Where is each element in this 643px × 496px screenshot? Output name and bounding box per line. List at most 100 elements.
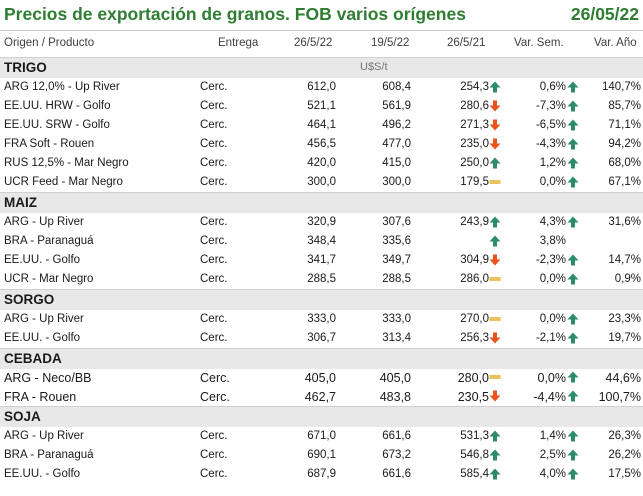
section-header: MAIZ [0, 192, 643, 214]
table-row: EE.UU. - Golfo Cerc. 687,9 661,6 585,4 4,0% 17… [0, 465, 643, 484]
cell-price-last-week: 483,8 [379, 390, 411, 405]
cell-year-variation: 23,3% [608, 312, 641, 325]
cell-product: EE.UU. - Golfo [4, 468, 81, 481]
report-date: 26/05/22 [570, 4, 639, 24]
cell-delivery: Cerc. [200, 390, 230, 405]
cell-delivery: Cerc. [200, 80, 228, 93]
cell-delivery: Cerc. [200, 331, 228, 344]
cell-week-variation: 1,2% [539, 156, 566, 169]
cell-price-current: 320,9 [307, 215, 336, 228]
cell-week-variation: 0,0% [539, 176, 566, 188]
cell-week-variation: 0,6% [539, 80, 566, 93]
page-title: Precios de exportación de granos. FOB va… [4, 4, 466, 24]
cell-price-current: 341,7 [307, 253, 336, 266]
cell-price-last-week: 673,2 [382, 449, 411, 461]
header-year-var: Var. Año [594, 37, 637, 49]
up-arrow-icon [567, 273, 579, 285]
cell-year-variation: 71,1% [608, 118, 641, 131]
cell-price-last-year: 271,3 [460, 118, 489, 131]
section-name: TRIGO [4, 60, 47, 75]
cell-year-variation: 85,7% [608, 99, 641, 112]
cell-product: ARG - Up River [4, 312, 84, 325]
cell-price-current: 521,1 [307, 99, 336, 112]
down-arrow-icon [489, 390, 501, 402]
table-row: ARG 12,0% - Up River Cerc. 612,0 608,4 254,3… [0, 78, 643, 97]
table-row: EE.UU. HRW - Golfo Cerc. 521,1 561,9 280,6 -7… [0, 97, 643, 116]
cell-price-last-year: 304,9 [460, 253, 489, 266]
cell-product: UCR - Mar Negro [4, 272, 94, 285]
table-row: EE.UU. - Golfo Cerc. 306,7 313,4 256,3 -2,1% 1… [0, 329, 643, 348]
up-arrow-icon [567, 449, 579, 461]
cell-price-current: 456,5 [307, 137, 336, 150]
up-arrow-icon [567, 313, 579, 325]
cell-product: RUS 12,5% - Mar Negro [4, 156, 129, 169]
up-arrow-icon [567, 468, 579, 480]
cell-year-variation: 0,9% [614, 272, 641, 285]
cell-year-variation: 26,3% [608, 429, 641, 442]
up-arrow-icon [567, 138, 579, 150]
flat-dash-icon [489, 371, 501, 383]
cell-price-current: 612,0 [307, 80, 336, 93]
flat-dash-icon [489, 273, 501, 285]
cell-product: ARG - Neco/BB [4, 371, 92, 386]
section-name: MAIZ [4, 195, 37, 211]
cell-price-last-week: 333,0 [382, 312, 411, 325]
cell-year-variation: 100,7% [598, 390, 641, 405]
cell-delivery: Cerc. [200, 429, 228, 442]
table-row: FRA Soft - Rouen Cerc. 456,5 477,0 235,0 -4,3… [0, 135, 643, 154]
cell-price-last-week: 307,6 [382, 215, 411, 228]
cell-year-variation: 140,7% [601, 80, 641, 93]
cell-price-last-year: 243,9 [460, 215, 489, 228]
cell-year-variation: 17,5% [608, 468, 641, 481]
cell-year-variation: 68,0% [608, 156, 641, 169]
cell-year-variation: 26,2% [608, 449, 641, 461]
cell-price-current: 690,1 [307, 449, 336, 461]
cell-week-variation: 2,5% [539, 449, 566, 461]
up-arrow-icon [489, 430, 501, 442]
cell-week-variation: 4,3% [539, 215, 566, 228]
cell-year-variation: 94,2% [608, 137, 641, 150]
cell-price-last-year: 531,3 [460, 429, 489, 442]
cell-product: FRA Soft - Rouen [4, 137, 95, 150]
cell-price-current: 687,9 [307, 468, 336, 481]
cell-product: BRA - Paranaguá [4, 234, 94, 247]
cell-price-last-year: 179,5 [460, 176, 489, 188]
cell-week-variation: -4,4% [533, 390, 566, 405]
down-arrow-icon [489, 138, 501, 150]
cell-product: ARG 12,0% - Up River [4, 80, 120, 93]
up-arrow-icon [489, 449, 501, 461]
cell-price-current: 405,0 [304, 371, 336, 386]
table-row: UCR Feed - Mar Negro Cerc. 300,0 300,0 179,5… [0, 173, 643, 192]
cell-price-last-week: 405,0 [379, 371, 411, 386]
cell-price-last-week: 313,4 [382, 331, 411, 344]
cell-delivery: Cerc. [200, 468, 228, 481]
cell-price-last-year: 235,0 [460, 137, 489, 150]
down-arrow-icon [489, 254, 501, 266]
cell-week-variation: 1,4% [539, 429, 566, 442]
cell-price-last-year: 254,3 [460, 80, 489, 93]
section-unit: U$S/t [360, 61, 388, 73]
cell-price-current: 348,4 [307, 234, 336, 247]
up-arrow-icon [567, 81, 579, 93]
cell-price-last-year: 270,0 [460, 312, 489, 325]
table-row: UCR - Mar Negro Cerc. 288,5 288,5 286,0 0,0% 0… [0, 270, 643, 289]
cell-year-variation: 19,7% [608, 331, 641, 344]
cell-price-last-week: 496,2 [382, 118, 411, 131]
cell-product: EE.UU. SRW - Golfo [4, 118, 110, 131]
cell-delivery: Cerc. [200, 312, 228, 325]
table-row: EE.UU. - Golfo Cerc. 341,7 349,7 304,9 -2,3% 1… [0, 251, 643, 270]
cell-price-last-week: 561,9 [382, 99, 411, 112]
table-row: FRA - Rouen Cerc. 462,7 483,8 230,5 -4,4% 100,… [0, 387, 643, 406]
cell-price-last-week: 288,5 [382, 272, 411, 285]
cell-price-last-year: 250,0 [460, 156, 489, 169]
cell-year-variation: 14,7% [608, 253, 641, 266]
cell-delivery: Cerc. [200, 176, 228, 188]
cell-price-last-year: 546,8 [460, 449, 489, 461]
down-arrow-icon [489, 119, 501, 131]
title-bar: Precios de exportación de granos. FOB va… [0, 0, 643, 30]
cell-price-last-year: 286,0 [460, 272, 489, 285]
table-row: BRA - Paranaguá Cerc. 690,1 673,2 546,8 2,5% 2… [0, 446, 643, 465]
up-arrow-icon [567, 254, 579, 266]
cell-price-last-year: 256,3 [460, 331, 489, 344]
up-arrow-icon [567, 100, 579, 112]
